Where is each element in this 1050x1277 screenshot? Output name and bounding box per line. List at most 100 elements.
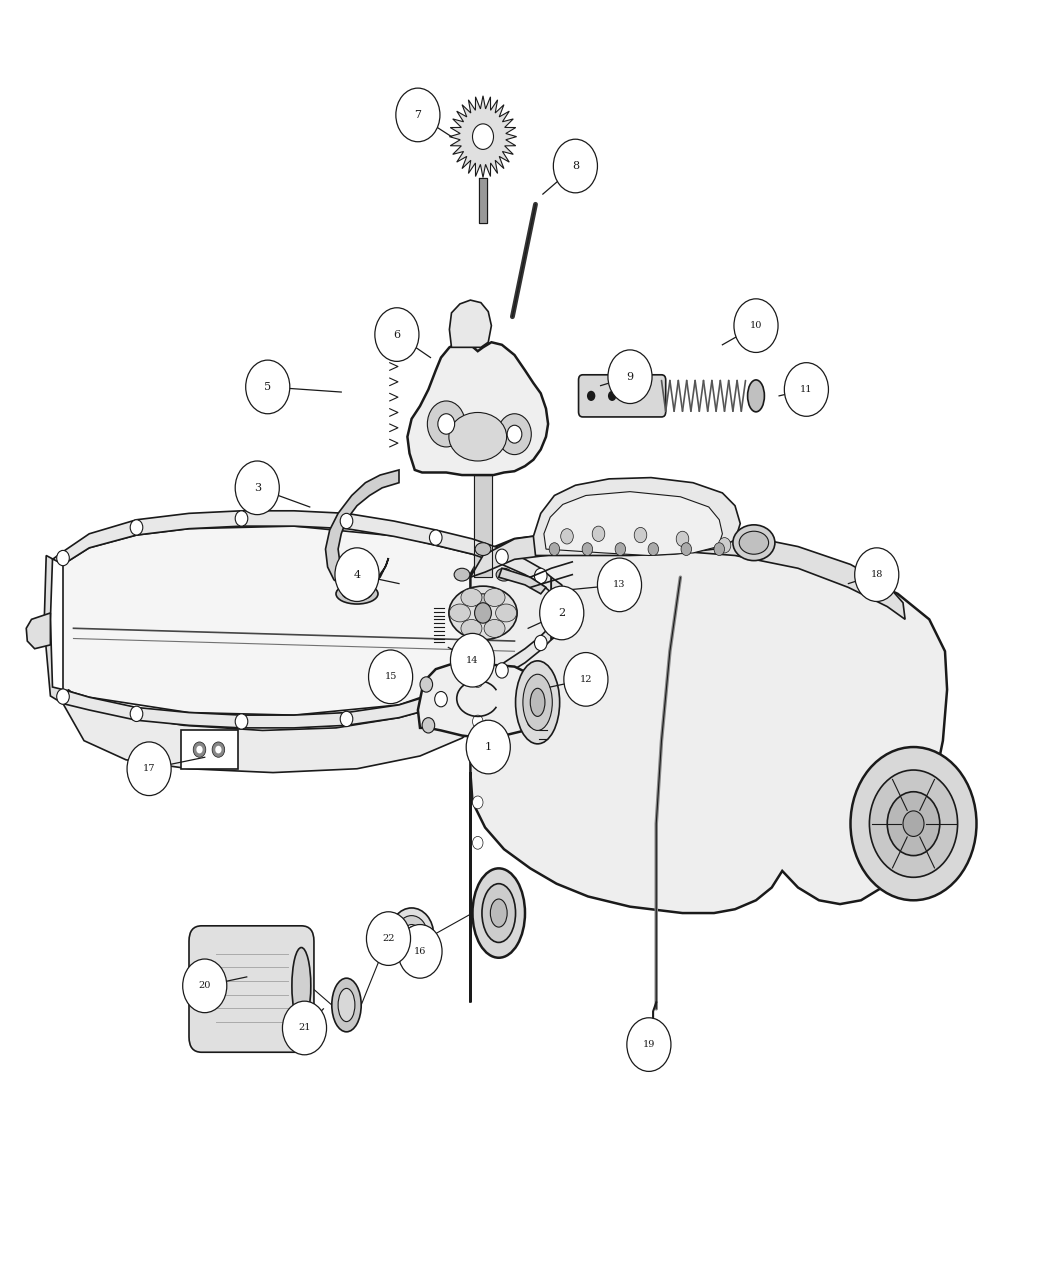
Ellipse shape [490,899,507,927]
Ellipse shape [484,589,505,607]
Circle shape [784,363,828,416]
Ellipse shape [461,619,482,637]
Circle shape [634,527,647,543]
Text: 10: 10 [750,321,762,331]
Circle shape [472,674,483,687]
Circle shape [429,530,442,545]
Ellipse shape [482,884,516,942]
Circle shape [582,543,592,555]
Polygon shape [63,511,551,593]
Polygon shape [26,613,50,649]
Circle shape [564,653,608,706]
Ellipse shape [342,587,372,600]
Text: 11: 11 [800,384,813,395]
Ellipse shape [403,925,420,945]
Circle shape [681,543,692,555]
Circle shape [534,568,547,584]
Circle shape [235,714,248,729]
Text: 9: 9 [627,372,633,382]
Circle shape [422,718,435,733]
Ellipse shape [449,586,517,640]
Circle shape [282,1001,327,1055]
Circle shape [714,543,724,555]
Circle shape [855,548,899,601]
Circle shape [369,650,413,704]
Polygon shape [474,475,492,577]
Text: 19: 19 [643,1039,655,1050]
Circle shape [450,633,495,687]
Circle shape [235,461,279,515]
Polygon shape [544,492,722,555]
Ellipse shape [516,661,560,743]
Circle shape [398,925,442,978]
Ellipse shape [332,978,361,1032]
Circle shape [212,742,225,757]
Circle shape [340,513,353,529]
Ellipse shape [496,604,517,622]
Circle shape [472,796,483,808]
Circle shape [627,1018,671,1071]
Circle shape [597,558,642,612]
Ellipse shape [338,988,355,1022]
Circle shape [57,688,69,705]
Circle shape [196,746,203,753]
Polygon shape [470,529,905,619]
Circle shape [561,529,573,544]
Text: 15: 15 [384,672,397,682]
Polygon shape [326,470,399,590]
Polygon shape [551,577,567,640]
Ellipse shape [336,584,378,604]
Text: 20: 20 [198,981,211,991]
Circle shape [608,391,616,401]
Ellipse shape [497,568,512,581]
Ellipse shape [484,619,505,637]
Polygon shape [63,526,551,715]
Circle shape [553,139,597,193]
Circle shape [587,391,595,401]
Circle shape [420,677,433,692]
Circle shape [608,350,652,404]
Text: 22: 22 [382,933,395,944]
Ellipse shape [292,948,311,1024]
Polygon shape [181,730,238,769]
Polygon shape [533,478,740,555]
Text: 2: 2 [559,608,565,618]
Ellipse shape [733,525,775,561]
Ellipse shape [449,604,470,622]
Polygon shape [418,664,540,738]
Circle shape [235,511,248,526]
Polygon shape [479,178,487,223]
Polygon shape [63,626,551,728]
Circle shape [592,526,605,541]
FancyBboxPatch shape [189,926,314,1052]
Text: 14: 14 [466,655,479,665]
Circle shape [472,836,483,849]
Circle shape [850,747,976,900]
Circle shape [529,677,542,692]
Circle shape [435,692,447,707]
Circle shape [475,603,491,623]
Circle shape [427,401,465,447]
Ellipse shape [475,543,491,555]
Circle shape [869,770,958,877]
Ellipse shape [530,688,545,716]
Circle shape [507,425,522,443]
Circle shape [676,531,689,547]
Ellipse shape [523,674,552,730]
Polygon shape [499,568,546,594]
Polygon shape [470,534,947,1002]
Ellipse shape [748,381,764,412]
Circle shape [472,715,483,728]
Text: 18: 18 [870,570,883,580]
Ellipse shape [454,568,470,581]
Text: 4: 4 [354,570,360,580]
Circle shape [472,594,483,607]
Circle shape [549,543,560,555]
Ellipse shape [449,412,506,461]
Circle shape [534,636,547,651]
FancyBboxPatch shape [579,375,666,416]
Text: 21: 21 [298,1023,311,1033]
Circle shape [887,792,940,856]
Text: 12: 12 [580,674,592,684]
Ellipse shape [390,908,434,962]
